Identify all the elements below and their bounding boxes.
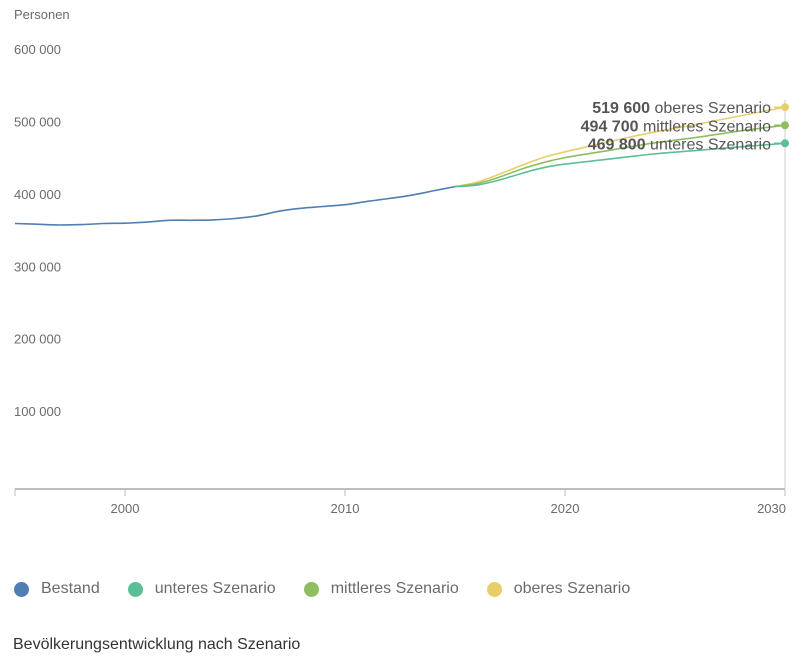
chart-caption: Bevölkerungsentwicklung nach Szenario: [13, 636, 301, 653]
series-end-point: [781, 139, 789, 148]
y-axis-title: Personen: [14, 7, 70, 22]
series-line-unteres-szenario: [454, 142, 786, 188]
x-tick-label: 2030: [757, 501, 786, 516]
annotation-value: 494 700: [581, 118, 639, 135]
x-tick-label: 2010: [331, 501, 360, 516]
y-tick-label: 400 000: [14, 187, 61, 202]
legend-label: oberes Szenario: [513, 580, 631, 597]
annotation-text: unteres Szenario: [646, 136, 772, 153]
x-tick-label: 2000: [111, 501, 140, 516]
series-line-bestand: [14, 185, 456, 226]
y-tick-label: 500 000: [14, 114, 61, 129]
y-tick-label: 100 000: [14, 404, 61, 419]
legend-item-mittleres-szenario[interactable]: mittleres Szenario: [303, 580, 459, 598]
legend-item-oberes-szenario[interactable]: oberes Szenario: [486, 580, 631, 598]
legend-item-unteres-szenario[interactable]: unteres Szenario: [127, 580, 276, 598]
series-line-oberes-szenario: [454, 106, 786, 188]
annotation-text: oberes Szenario: [650, 100, 771, 117]
series-end-point: [781, 103, 789, 112]
legend-dot-icon: [303, 581, 319, 597]
legend-label: Bestand: [41, 580, 100, 597]
y-tick-label: 200 000: [14, 332, 61, 347]
annotation-text: mittleres Szenario: [639, 118, 772, 135]
annotation-value: 469 800: [588, 136, 646, 153]
annotation-label: 469 800 unteres Szenario: [588, 136, 771, 153]
legend-label: mittleres Szenario: [330, 580, 459, 597]
series-line-mittleres-szenario: [454, 124, 786, 188]
x-tick-label: 2020: [551, 501, 580, 516]
series-end-point: [781, 121, 789, 130]
legend-label: unteres Szenario: [154, 580, 276, 597]
annotation-label: 494 700 mittleres Szenario: [581, 118, 771, 135]
legend-item-bestand[interactable]: Bestand: [14, 580, 100, 598]
legend: Bestand unteres Szenario mittleres Szena…: [14, 580, 658, 598]
legend-dot-icon: [486, 581, 502, 597]
y-axis: 600 000 500 000 400 000 300 000 200 000 100 0…: [14, 42, 61, 419]
y-tick-label: 300 000: [14, 259, 61, 274]
legend-dot-icon: [14, 581, 29, 597]
x-axis: 2000 2010 2020 2030: [14, 100, 786, 516]
plot-area: [14, 106, 786, 226]
annotation-value: 519 600: [592, 100, 650, 117]
annotation-label: 519 600 oberes Szenario: [592, 100, 771, 117]
y-tick-label: 600 000: [14, 42, 61, 57]
legend-dot-icon: [127, 581, 143, 597]
